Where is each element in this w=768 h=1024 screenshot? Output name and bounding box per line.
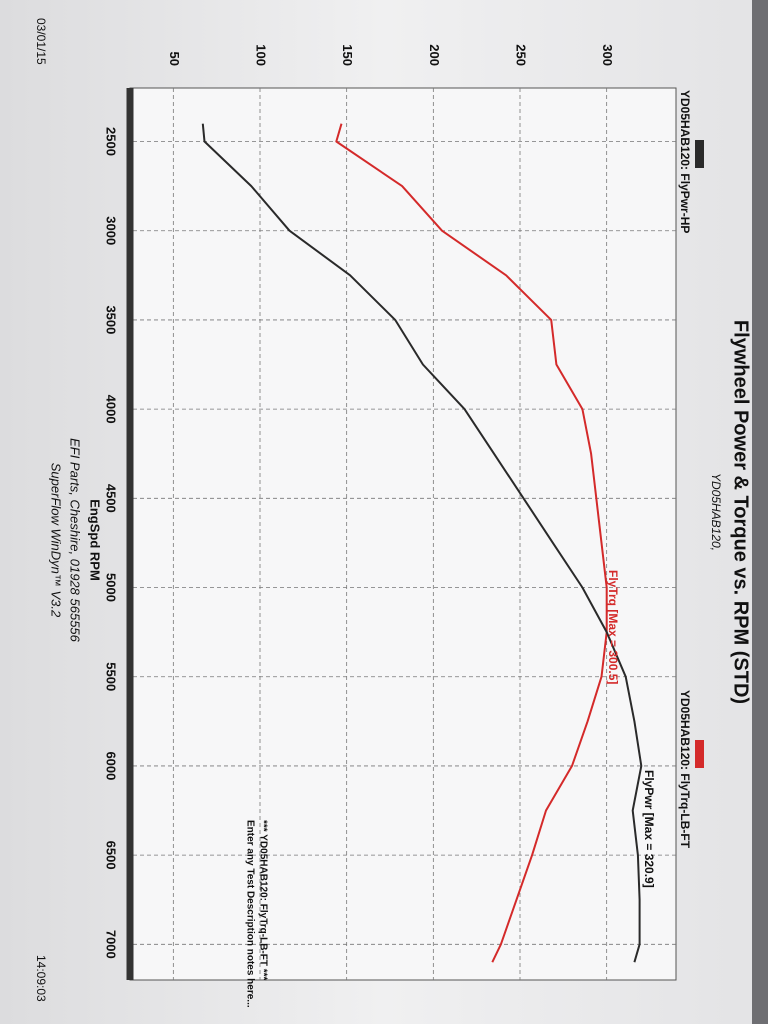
- x-tick-label: 6500: [104, 841, 119, 870]
- chart-subtitle: YD05HAB120,: [709, 473, 723, 551]
- footer: SuperFlow WinDyn™ V3.2: [49, 463, 64, 618]
- x-tick-label: 2500: [104, 127, 119, 156]
- series-line: [201, 123, 643, 963]
- note: Enter any Test Description notes here...: [244, 820, 255, 1008]
- y-tick-label: 200: [427, 44, 442, 66]
- x-axis-label: EngSpd RPM: [88, 499, 103, 581]
- annotation: FlyTrq [Max = 300.5]: [606, 570, 620, 684]
- rotated-chart: Flywheel Power & Torque vs. RPM (STD) YD…: [34, 18, 752, 1008]
- footer: EFI Parts, Cheshire, 01928 565556: [68, 438, 83, 643]
- x-tick-label: 5000: [104, 573, 119, 602]
- note: *** YD05HAB120: FlyTrq-LB-FT ***: [257, 820, 268, 981]
- chart-title: Flywheel Power & Torque vs. RPM (STD): [730, 320, 752, 704]
- y-tick-label: 300: [600, 44, 615, 66]
- legend-swatch: [695, 740, 704, 768]
- date: 03/01/15: [34, 18, 48, 65]
- annotation: FlyPwr [Max = 320.9]: [642, 770, 656, 888]
- y-tick-label: 250: [514, 44, 529, 66]
- x-tick-label: 3500: [104, 305, 119, 334]
- x-tick-label: 6000: [104, 751, 119, 780]
- x-tick-label: 4500: [104, 484, 119, 513]
- y-tick-label: 50: [167, 52, 182, 66]
- x-tick-label: 7000: [104, 930, 119, 959]
- legend-label: YD05HAB120: FlyPwr-HP: [678, 90, 692, 233]
- x-tick-label: 3000: [104, 216, 119, 245]
- series-line: [335, 123, 608, 963]
- desk-edge: [752, 0, 768, 1024]
- x-tick-label: 5500: [104, 662, 119, 691]
- time: 14:09:03: [34, 955, 48, 1002]
- y-tick-label: 100: [254, 44, 269, 66]
- y-tick-label: 150: [340, 44, 355, 66]
- x-tick-label: 4000: [104, 395, 119, 424]
- plot-area: [129, 87, 677, 981]
- legend-swatch: [695, 140, 704, 168]
- legend-label: YD05HAB120: FlyTrq-LB-FT: [678, 690, 692, 849]
